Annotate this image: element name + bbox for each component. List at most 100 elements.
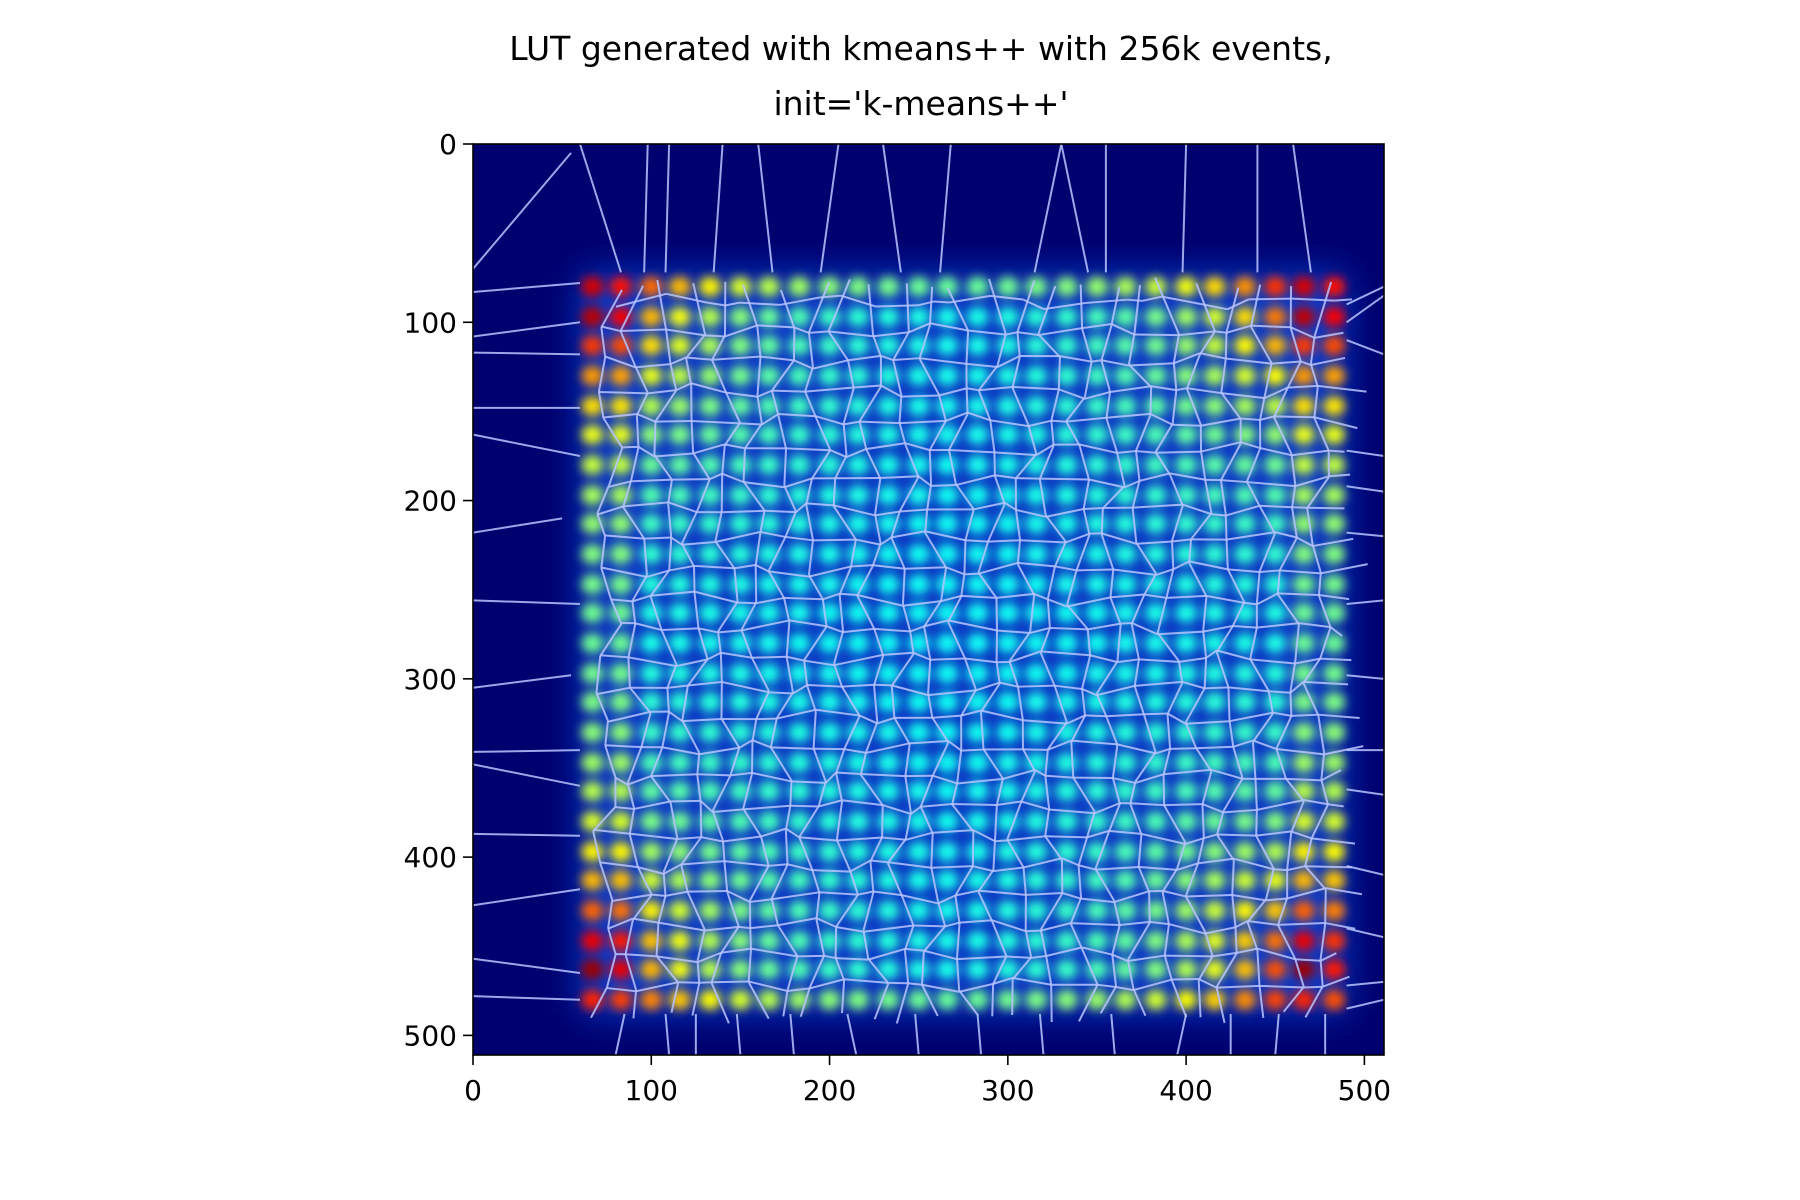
voronoi-edge bbox=[994, 475, 1006, 505]
crystal-spot bbox=[877, 900, 900, 921]
voronoi-edge bbox=[1044, 835, 1063, 861]
voronoi-edge bbox=[1310, 804, 1329, 839]
voronoi-edge bbox=[994, 474, 1016, 480]
voronoi-edge bbox=[665, 890, 688, 897]
crystal-spot bbox=[581, 276, 604, 297]
voronoi-edge bbox=[691, 420, 741, 425]
voronoi-edge bbox=[627, 775, 652, 786]
crystal-spot bbox=[996, 722, 1019, 743]
crystal-spot bbox=[936, 513, 959, 534]
voronoi-edge bbox=[1294, 958, 1305, 988]
voronoi-edge bbox=[1126, 959, 1135, 990]
voronoi-edge bbox=[606, 954, 617, 988]
voronoi-edge bbox=[978, 561, 1018, 575]
voronoi-edge bbox=[955, 889, 979, 897]
voronoi-edge bbox=[629, 687, 652, 714]
crystal-spot bbox=[907, 365, 930, 386]
voronoi-edge bbox=[1039, 929, 1048, 957]
crystal-spot bbox=[1114, 870, 1137, 891]
crystal-spot bbox=[1264, 485, 1287, 506]
x-tick-label: 200 bbox=[803, 1074, 856, 1107]
voronoi-edge bbox=[822, 592, 840, 601]
crystal-spot bbox=[996, 870, 1019, 891]
voronoi-edge bbox=[1151, 385, 1177, 392]
crystal-spot bbox=[847, 306, 870, 327]
voronoi-edge bbox=[857, 594, 904, 607]
voronoi-edge bbox=[928, 450, 933, 485]
voronoi-edge bbox=[947, 621, 966, 659]
crystal-spot bbox=[966, 989, 989, 1010]
voronoi-edge bbox=[1298, 622, 1331, 629]
crystal-spot bbox=[1114, 602, 1137, 623]
voronoi-edge bbox=[955, 958, 961, 991]
voronoi-edge bbox=[599, 623, 623, 657]
voronoi-edge bbox=[893, 717, 911, 745]
voronoi-edge bbox=[750, 657, 770, 692]
voronoi-edge bbox=[596, 513, 607, 537]
voronoi-edge bbox=[833, 653, 884, 667]
voronoi-edge bbox=[623, 501, 669, 508]
voronoi-edge bbox=[473, 674, 572, 689]
crystal-spot bbox=[818, 841, 841, 862]
voronoi-edge bbox=[1172, 560, 1190, 571]
voronoi-edge bbox=[1274, 1013, 1280, 1055]
voronoi-edge bbox=[1256, 622, 1300, 629]
voronoi-edge bbox=[899, 508, 928, 513]
voronoi-edge bbox=[699, 746, 740, 756]
voronoi-edge bbox=[905, 442, 931, 452]
voronoi-edge bbox=[1325, 922, 1356, 930]
voronoi-edge bbox=[1172, 423, 1201, 427]
crystal-spot bbox=[757, 485, 780, 506]
voronoi-edge bbox=[1133, 685, 1146, 716]
voronoi-edge bbox=[1211, 768, 1243, 780]
voronoi-edge bbox=[600, 654, 629, 659]
voronoi-edge bbox=[834, 926, 838, 958]
crystal-spot bbox=[1264, 930, 1287, 951]
voronoi-edge bbox=[973, 501, 1005, 511]
y-tick-label: 0 bbox=[439, 128, 457, 161]
voronoi-edge bbox=[662, 746, 700, 756]
voronoi-edge bbox=[918, 324, 931, 359]
voronoi-edge bbox=[620, 328, 667, 333]
voronoi-edge bbox=[714, 511, 723, 542]
crystal-spot bbox=[1114, 989, 1137, 1010]
voronoi-edge bbox=[1259, 396, 1266, 421]
voronoi-edge bbox=[1100, 508, 1104, 535]
crystal-spot bbox=[1323, 513, 1346, 534]
voronoi-edge bbox=[723, 862, 729, 892]
crystal-spot bbox=[877, 335, 900, 356]
voronoi-edge bbox=[624, 919, 634, 955]
voronoi-edge bbox=[1076, 568, 1114, 572]
crystal-spot bbox=[1203, 365, 1226, 386]
crystal-spot bbox=[757, 752, 780, 773]
crystal-spot bbox=[1323, 811, 1346, 832]
voronoi-edge bbox=[1319, 627, 1332, 659]
crystal-spot bbox=[1144, 365, 1167, 386]
voronoi-edge bbox=[667, 479, 673, 504]
voronoi-edge bbox=[872, 331, 909, 338]
voronoi-edge bbox=[1034, 769, 1046, 777]
voronoi-edge bbox=[1231, 601, 1246, 627]
voronoi-edge bbox=[1264, 386, 1288, 400]
crystal-spot bbox=[640, 454, 663, 475]
voronoi-edge bbox=[473, 888, 581, 907]
voronoi-edge bbox=[1291, 713, 1319, 717]
voronoi-edge bbox=[1346, 865, 1384, 876]
voronoi-edge bbox=[1108, 829, 1142, 835]
voronoi-edge bbox=[1185, 720, 1230, 725]
crystal-spot bbox=[1175, 513, 1198, 534]
voronoi-edge bbox=[964, 509, 975, 541]
voronoi-edge bbox=[1325, 887, 1363, 896]
crystal-spot bbox=[609, 396, 632, 417]
voronoi-edge bbox=[898, 395, 903, 423]
voronoi-edge bbox=[794, 326, 810, 334]
voronoi-edge bbox=[991, 983, 995, 1017]
voronoi-edge bbox=[1286, 360, 1302, 389]
voronoi-edge bbox=[826, 625, 844, 634]
voronoi-edge bbox=[933, 300, 950, 304]
crystal-spot bbox=[581, 424, 604, 445]
voronoi-edge bbox=[680, 511, 698, 544]
voronoi-edge bbox=[1216, 649, 1251, 661]
crystal-spot bbox=[936, 781, 959, 802]
voronoi-edge bbox=[1255, 571, 1261, 604]
